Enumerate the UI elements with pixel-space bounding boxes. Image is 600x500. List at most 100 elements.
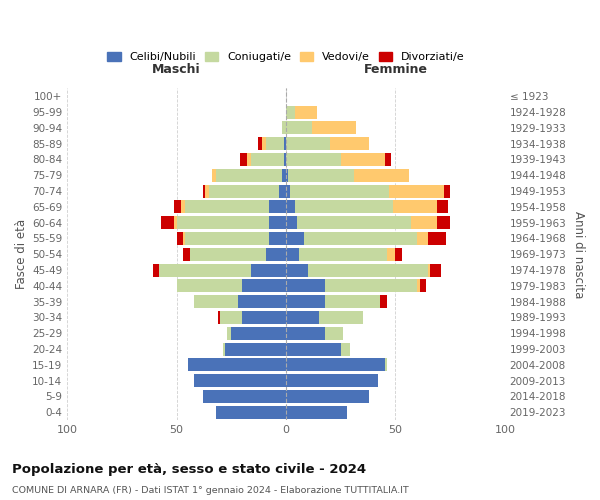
Bar (176, 280, 242, 292)
Bar (281, 169, 286, 181)
Bar (227, 327, 232, 340)
Bar (288, 169, 354, 181)
Bar (203, 184, 205, 198)
Bar (286, 106, 295, 118)
Bar (411, 216, 437, 229)
Bar (313, 122, 356, 134)
Bar (220, 311, 242, 324)
Bar (152, 264, 159, 276)
Bar (380, 295, 386, 308)
Bar (284, 137, 286, 150)
Bar (295, 106, 317, 118)
Bar (190, 248, 266, 260)
Bar (419, 280, 426, 292)
Bar (341, 153, 385, 166)
Bar (286, 169, 288, 181)
Bar (304, 232, 418, 245)
Bar (418, 232, 428, 245)
Bar (194, 295, 238, 308)
Y-axis label: Fasce di età: Fasce di età (15, 219, 28, 290)
Bar (341, 342, 350, 355)
Bar (194, 374, 286, 387)
Text: COMUNE DI ARNARA (FR) - Dati ISTAT 1° gennaio 2024 - Elaborazione TUTTITALIA.IT: COMUNE DI ARNARA (FR) - Dati ISTAT 1° ge… (12, 486, 409, 495)
Bar (286, 358, 385, 372)
Bar (286, 264, 308, 276)
Bar (216, 406, 286, 418)
Y-axis label: Anni di nascita: Anni di nascita (572, 210, 585, 298)
Bar (395, 248, 402, 260)
Bar (212, 169, 216, 181)
Bar (330, 137, 369, 150)
Bar (286, 390, 369, 403)
Bar (437, 216, 450, 229)
Bar (286, 216, 297, 229)
Bar (286, 184, 290, 198)
Bar (240, 153, 247, 166)
Bar (269, 200, 286, 213)
Bar (284, 153, 286, 166)
Bar (290, 184, 389, 198)
Bar (181, 200, 185, 213)
Bar (209, 184, 280, 198)
Bar (286, 200, 295, 213)
Text: Maschi: Maschi (152, 62, 201, 76)
Bar (428, 232, 446, 245)
Bar (262, 137, 266, 150)
Bar (257, 137, 262, 150)
Bar (183, 248, 190, 260)
Bar (319, 311, 362, 324)
Bar (286, 295, 325, 308)
Bar (218, 311, 220, 324)
Bar (280, 184, 286, 198)
Bar (266, 137, 284, 150)
Bar (205, 184, 209, 198)
Bar (203, 390, 286, 403)
Bar (286, 374, 378, 387)
Bar (242, 311, 286, 324)
Legend: Celibi/Nubili, Coniugati/e, Vedovi/e, Divorziati/e: Celibi/Nubili, Coniugati/e, Vedovi/e, Di… (103, 48, 469, 67)
Bar (286, 406, 347, 418)
Bar (281, 122, 286, 134)
Bar (325, 295, 380, 308)
Bar (385, 153, 391, 166)
Bar (176, 216, 269, 229)
Bar (430, 264, 442, 276)
Bar (297, 216, 411, 229)
Bar (389, 184, 443, 198)
Bar (238, 295, 286, 308)
Bar (437, 200, 448, 213)
Bar (299, 248, 386, 260)
Bar (286, 153, 341, 166)
Bar (159, 264, 251, 276)
Bar (223, 342, 225, 355)
Bar (176, 232, 183, 245)
Bar (286, 327, 325, 340)
Bar (325, 280, 418, 292)
Bar (251, 153, 284, 166)
Bar (242, 280, 286, 292)
Bar (286, 137, 330, 150)
Bar (428, 264, 430, 276)
Bar (175, 200, 181, 213)
Bar (286, 342, 341, 355)
Text: Popolazione per età, sesso e stato civile - 2024: Popolazione per età, sesso e stato civil… (12, 462, 366, 475)
Bar (247, 153, 251, 166)
Bar (266, 248, 286, 260)
Bar (385, 358, 386, 372)
Bar (286, 122, 313, 134)
Bar (161, 216, 175, 229)
Bar (418, 280, 419, 292)
Bar (185, 232, 269, 245)
Bar (443, 184, 450, 198)
Bar (286, 280, 325, 292)
Bar (286, 248, 299, 260)
Bar (183, 232, 185, 245)
Bar (386, 248, 395, 260)
Bar (393, 200, 437, 213)
Bar (295, 200, 393, 213)
Bar (232, 327, 286, 340)
Bar (269, 216, 286, 229)
Text: Femmine: Femmine (364, 62, 427, 76)
Bar (216, 169, 281, 181)
Bar (188, 358, 286, 372)
